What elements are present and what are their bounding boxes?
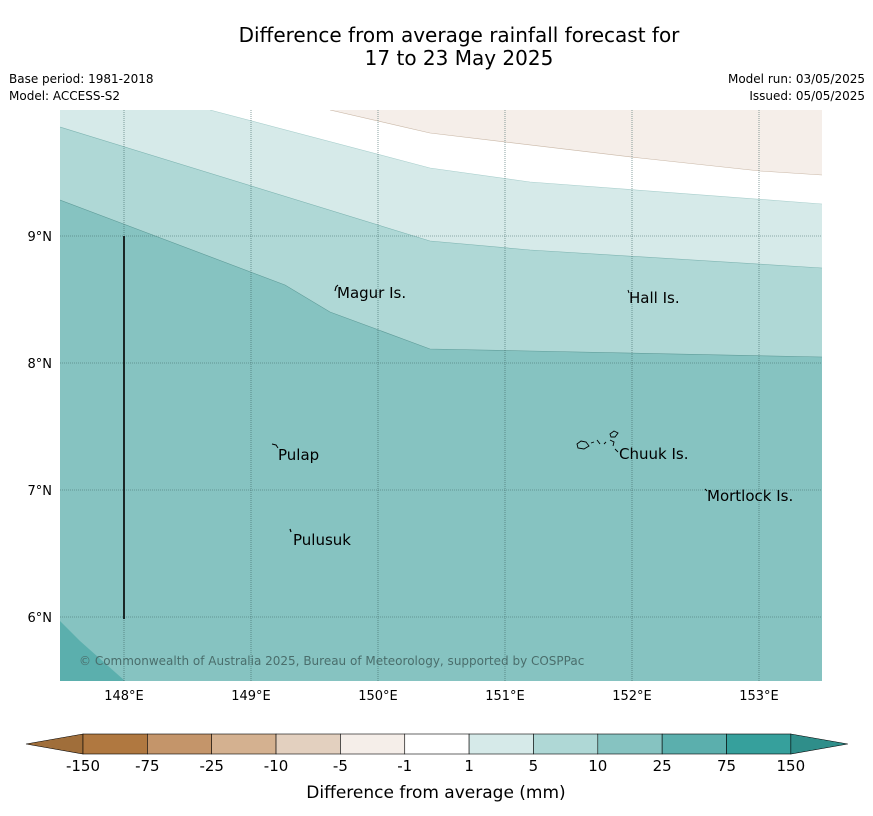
colorbar-tick-label: 10 — [588, 757, 607, 775]
colorbar-segment — [82, 733, 148, 755]
colorbar-tick-label: -150 — [66, 757, 100, 775]
colorbar-tick-label: 5 — [529, 757, 539, 775]
meta-right: Model run: 03/05/2025 Issued: 05/05/2025 — [728, 71, 865, 105]
lon-label-148e: 148°E — [104, 689, 144, 704]
colorbar-segment — [533, 733, 599, 755]
colorbar-segment — [340, 733, 406, 755]
contour-line — [60, 126, 822, 269]
place-label-hall: Hall Is. — [629, 289, 680, 307]
copyright-notice: © Commonwealth of Australia 2025, Bureau… — [79, 654, 584, 668]
colorbar-segment — [275, 733, 341, 755]
colorbar-label: Difference from average (mm) — [306, 783, 565, 803]
place-label-magur: Magur Is. — [337, 284, 406, 302]
map-title-line1: Difference from average rainfall forecas… — [238, 23, 680, 47]
lon-label-151e: 151°E — [485, 689, 525, 704]
lat-label-7n: 7°N — [28, 484, 53, 499]
contour-band-25-75 — [60, 621, 125, 681]
lon-label-152e: 152°E — [612, 689, 652, 704]
place-label-pulap: Pulap — [278, 446, 319, 464]
contour-band-10-25 — [60, 200, 822, 681]
lat-label-6n: 6°N — [28, 611, 53, 626]
colorbar-tick-label: -25 — [199, 757, 224, 775]
colorbar-tick-label: 25 — [653, 757, 672, 775]
colorbar-over-arrow — [790, 733, 848, 755]
colorbar: -150 -75 -25 -10 -5 -1 1 5 10 25 75 150 — [25, 733, 848, 775]
colorbar-segment — [726, 733, 792, 755]
place-label-pulusuk: Pulusuk — [293, 531, 351, 549]
hall-island-shape — [627, 289, 630, 294]
lat-label-9n: 9°N — [28, 230, 53, 245]
chuuk-lagoon-shape — [576, 430, 619, 453]
contour-line — [209, 110, 822, 205]
magur-island-shape — [334, 284, 339, 292]
colorbar-tick-label: 1 — [464, 757, 474, 775]
colorbar-segment — [211, 733, 277, 755]
pulusuk-island-shape — [289, 528, 292, 533]
colorbar-tick-label: -75 — [135, 757, 160, 775]
model-name: Model: ACCESS-S2 — [9, 89, 121, 103]
contour-band-neg5-neg1 — [330, 110, 822, 175]
map-title-line2: 17 to 23 May 2025 — [364, 46, 554, 70]
place-label-chuuk: Chuuk Is. — [619, 445, 688, 463]
lon-label-153e: 153°E — [739, 689, 779, 704]
mortlock-island-shape — [704, 488, 708, 492]
lat-label-8n: 8°N — [28, 357, 53, 372]
colorbar-segment — [597, 733, 663, 755]
lon-label-150e: 150°E — [358, 689, 398, 704]
base-period: Base period: 1981-2018 — [9, 72, 154, 86]
place-label-mortlock: Mortlock Is. — [707, 487, 793, 505]
colorbar-tick-label: 150 — [777, 757, 806, 775]
colorbar-segment — [404, 733, 470, 755]
colorbar-tick-label: -5 — [333, 757, 348, 775]
colorbar-tick-label: -1 — [397, 757, 412, 775]
colorbar-tick-label: -10 — [264, 757, 289, 775]
lon-label-149e: 149°E — [231, 689, 271, 704]
pulap-island-shape — [271, 443, 279, 449]
colorbar-under-arrow — [25, 733, 84, 755]
contour-line — [329, 110, 822, 176]
colorbar-tick-label: 75 — [717, 757, 736, 775]
contour-line — [60, 199, 822, 358]
colorbar-segment — [147, 733, 213, 755]
issued-date: Issued: 05/05/2025 — [749, 89, 865, 103]
model-run: Model run: 03/05/2025 — [727, 72, 865, 86]
meta-left: Base period: 1981-2018 Model: ACCESS-S2 — [9, 71, 154, 105]
colorbar-segment — [468, 733, 534, 755]
map-area: Magur Is. Hall Is. Pulap Chuuk Is. Mortl… — [60, 110, 822, 681]
graticule — [60, 110, 822, 681]
colorbar-segment — [661, 733, 727, 755]
